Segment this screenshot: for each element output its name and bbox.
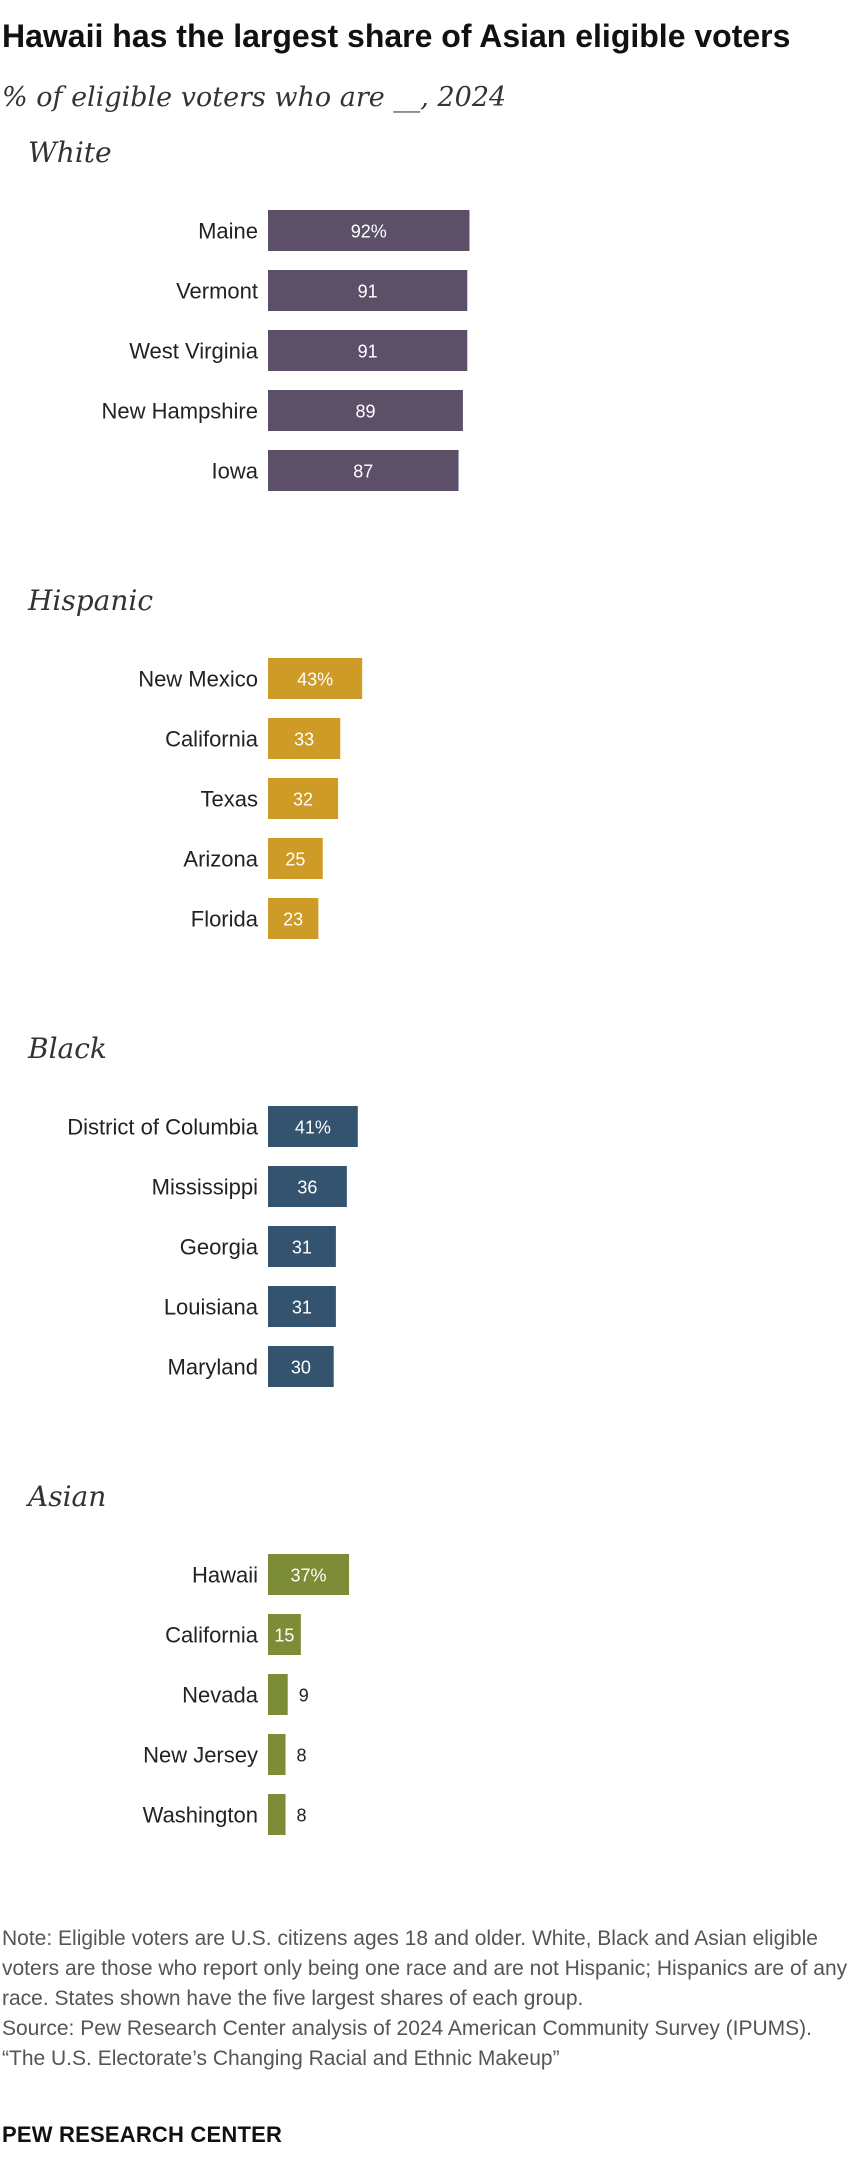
category-label: Louisiana (164, 1295, 259, 1320)
report-title: “The U.S. Electorate’s Changing Racial a… (2, 2047, 560, 2070)
data-label: 92% (351, 222, 387, 242)
category-label: West Virginia (129, 339, 259, 364)
bar (268, 210, 470, 251)
bar (268, 1286, 336, 1327)
data-label: 87 (353, 462, 373, 482)
category-label: Mississippi (152, 1175, 258, 1200)
bar (268, 1794, 286, 1835)
data-label: 43% (297, 670, 333, 690)
data-label: 41% (295, 1118, 331, 1138)
bar (268, 390, 463, 431)
data-label: 91 (358, 342, 378, 362)
category-label: District of Columbia (67, 1115, 258, 1140)
bar (268, 1674, 288, 1715)
data-label: 89 (355, 402, 375, 422)
bar (268, 1106, 358, 1147)
data-label: 25 (285, 850, 305, 870)
panel-title-hispanic: Hispanic (27, 584, 153, 617)
category-label: Vermont (176, 279, 258, 304)
category-label: Florida (191, 907, 259, 932)
data-label: 91 (358, 282, 378, 302)
category-label: California (165, 727, 259, 752)
bar (268, 1166, 347, 1207)
bar (268, 718, 341, 759)
bar (268, 1346, 334, 1387)
category-label: Nevada (182, 1683, 259, 1708)
data-label: 15 (274, 1626, 294, 1646)
data-label: 36 (297, 1178, 317, 1198)
bar (268, 1226, 336, 1267)
category-label: Texas (201, 787, 258, 812)
notes-block: Note: Eligible voters are U.S. citizens … (2, 1924, 852, 2074)
brand-logo-text: PEW RESEARCH CENTER (2, 2122, 283, 2147)
bar (268, 1614, 301, 1655)
bar (268, 658, 363, 699)
category-label: Maine (198, 219, 258, 244)
bar (268, 778, 339, 819)
category-label: California (165, 1623, 259, 1648)
category-label: New Mexico (138, 667, 258, 692)
data-label: 31 (292, 1238, 312, 1258)
data-label: 37% (290, 1566, 326, 1586)
data-label: 8 (297, 1746, 307, 1766)
bar (268, 450, 459, 491)
category-label: Iowa (212, 459, 259, 484)
data-label: 8 (297, 1806, 307, 1826)
data-label: 30 (291, 1358, 311, 1378)
bar (268, 1734, 286, 1775)
category-label: Georgia (180, 1235, 259, 1260)
bar (268, 270, 468, 311)
category-label: New Hampshire (102, 399, 259, 424)
bar (268, 1554, 350, 1595)
bar-chart: White Maine 92% Vermont 91 West Virginia 91 New… (25, 136, 470, 1835)
panel-title-white: White (28, 136, 112, 169)
data-label: 31 (292, 1298, 312, 1318)
category-label: New Jersey (143, 1743, 258, 1768)
data-label: 32 (293, 790, 313, 810)
data-label: 9 (299, 1686, 309, 1706)
chart-title: Hawaii has the largest share of Asian el… (2, 18, 791, 54)
panel-title-asian: Asian (25, 1480, 106, 1513)
category-label: Hawaii (192, 1563, 258, 1588)
chart-subtitle: % of eligible voters who are __, 2024 (2, 82, 507, 113)
category-label: Maryland (168, 1355, 258, 1380)
note-text: Note: Eligible voters are U.S. citizens … (2, 1927, 848, 2010)
source-text: Source: Pew Research Center analysis of … (2, 2017, 812, 2040)
bar (268, 330, 468, 371)
category-label: Arizona (183, 847, 258, 872)
panel-title-black: Black (27, 1032, 107, 1065)
data-label: 33 (294, 730, 314, 750)
data-label: 23 (283, 910, 303, 930)
category-label: Washington (143, 1803, 258, 1828)
bar (268, 838, 323, 879)
bar (268, 898, 319, 939)
